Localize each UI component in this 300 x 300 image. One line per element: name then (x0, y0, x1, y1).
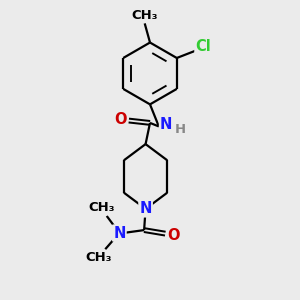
Text: Cl: Cl (195, 39, 211, 54)
Text: O: O (167, 228, 180, 243)
Text: H: H (175, 124, 186, 136)
Text: O: O (114, 112, 127, 127)
Text: N: N (160, 118, 172, 133)
Text: N: N (140, 201, 152, 216)
Text: CH₃: CH₃ (85, 251, 112, 264)
Text: CH₃: CH₃ (131, 9, 158, 22)
Text: N: N (113, 226, 126, 241)
Text: CH₃: CH₃ (88, 201, 115, 214)
